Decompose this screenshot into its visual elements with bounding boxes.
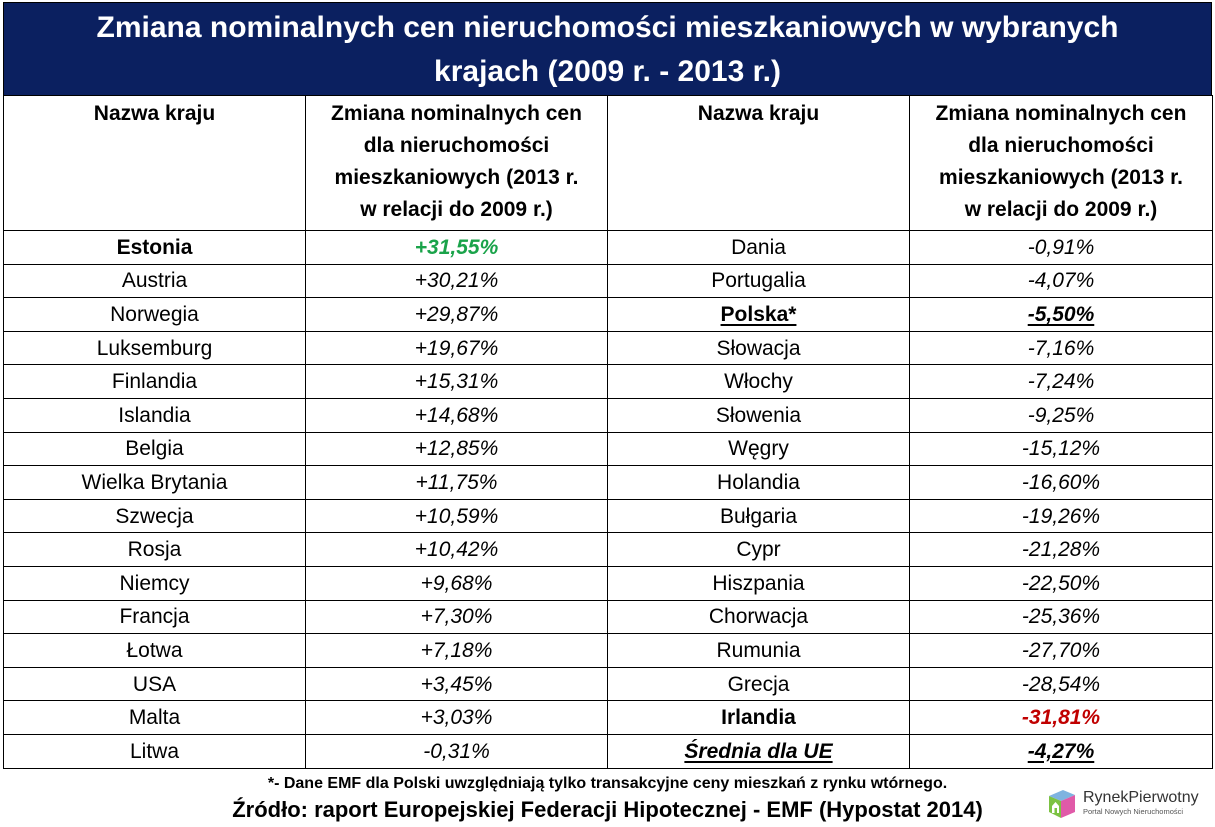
value-cell: +15,31% (305, 364, 608, 399)
value-cell: -15,12% (909, 431, 1213, 467)
source-note: Źródło: raport Europejskiej Federacji Hi… (232, 797, 983, 822)
table-row: Francja +7,30% Chorwacja -25,36% (3, 599, 1213, 635)
value-cell: -7,16% (909, 330, 1213, 366)
country-cell: Austria (3, 263, 306, 299)
country-cell: Malta (3, 700, 306, 735)
header-country-left: Nazwa kraju (3, 95, 306, 231)
country-cell: Litwa (3, 733, 306, 769)
table-row: Łotwa +7,18% Rumunia -27,70% (3, 633, 1213, 668)
value-cell: +30,21% (305, 263, 608, 299)
table-row: Szwecja +10,59% Bułgaria -19,26% (3, 498, 1213, 534)
country-cell: Węgry (607, 431, 910, 467)
table-row: Estonia +31,55% Dania -0,91% (3, 230, 1213, 265)
value-cell: +19,67% (305, 330, 608, 366)
header-row: Nazwa kraju Zmiana nominalnych cen dla n… (3, 95, 1213, 231)
country-cell: Francja (3, 599, 306, 635)
value-cell: -4,07% (909, 263, 1213, 299)
country-cell: Holandia (607, 465, 910, 500)
country-cell: Chorwacja (607, 599, 910, 635)
country-cell-poland: Polska* (607, 297, 910, 332)
value-cell: +12,85% (305, 431, 608, 467)
value-cell: -25,36% (909, 599, 1213, 635)
country-cell: Rosja (3, 532, 306, 567)
country-cell: Włochy (607, 364, 910, 399)
country-cell: Islandia (3, 397, 306, 433)
country-cell: Szwecja (3, 498, 306, 534)
value-cell: -21,28% (909, 532, 1213, 567)
price-change-table: Nazwa kraju Zmiana nominalnych cen dla n… (3, 95, 1213, 769)
table-row: Belgia +12,85% Węgry -15,12% (3, 431, 1213, 467)
value-cell: +29,87% (305, 297, 608, 332)
footnote: *- Dane EMF dla Polski uwzględniają tylk… (267, 775, 948, 792)
table-row: Norwegia +29,87% Polska* -5,50% (3, 297, 1213, 332)
page-title: Zmiana nominalnych cen nieruchomości mie… (3, 2, 1212, 96)
value-cell: -0,31% (305, 733, 608, 769)
country-cell: Dania (607, 230, 910, 265)
table-row: Austria +30,21% Portugalia -4,07% (3, 263, 1213, 299)
value-cell: +7,18% (305, 633, 608, 668)
table-row: Wielka Brytania +11,75% Holandia -16,60% (3, 465, 1213, 500)
country-cell: Grecja (607, 666, 910, 702)
value-cell: -28,54% (909, 666, 1213, 702)
house-cube-icon (1049, 790, 1075, 818)
header-change-right: Zmiana nominalnych cen dla nieruchomości… (909, 95, 1213, 231)
table-row: Islandia +14,68% Słowenia -9,25% (3, 397, 1213, 433)
table-row: Rosja +10,42% Cypr -21,28% (3, 532, 1213, 567)
country-cell: Hiszpania (607, 565, 910, 601)
value-cell-poland: -5,50% (909, 297, 1213, 332)
country-cell: Cypr (607, 532, 910, 567)
title-line-1: Zmiana nominalnych cen nieruchomości mie… (96, 11, 1119, 44)
table-row: Finlandia +15,31% Włochy -7,24% (3, 364, 1213, 399)
header-change-left: Zmiana nominalnych cen dla nieruchomości… (305, 95, 608, 231)
country-cell-eu-average: Średnia dla UE (607, 733, 910, 769)
table-row: Luksemburg +19,67% Słowacja -7,16% (3, 330, 1213, 366)
country-cell: Estonia (3, 230, 306, 265)
title-line-2: krajach (2009 r. - 2013 r.) (434, 55, 781, 88)
value-cell: -9,25% (909, 397, 1213, 433)
country-cell: Norwegia (3, 297, 306, 332)
value-cell: +9,68% (305, 565, 608, 601)
value-cell-lowest: -31,81% (909, 700, 1213, 735)
table-row: Malta +3,03% Irlandia -31,81% (3, 700, 1213, 735)
value-cell: -27,70% (909, 633, 1213, 668)
value-cell: +3,45% (305, 666, 608, 702)
value-cell: -19,26% (909, 498, 1213, 534)
country-cell: Słowacja (607, 330, 910, 366)
country-cell: Luksemburg (3, 330, 306, 366)
table-row: Litwa -0,31% Średnia dla UE -4,27% (3, 733, 1213, 769)
value-cell: +11,75% (305, 465, 608, 500)
country-cell: Belgia (3, 431, 306, 467)
value-cell: +14,68% (305, 397, 608, 433)
value-cell: -22,50% (909, 565, 1213, 601)
country-cell: Łotwa (3, 633, 306, 668)
table-row: USA +3,45% Grecja -28,54% (3, 666, 1213, 702)
country-cell: Bułgaria (607, 498, 910, 534)
value-cell: -0,91% (909, 230, 1213, 265)
country-cell: Wielka Brytania (3, 465, 306, 500)
header-country-right: Nazwa kraju (607, 95, 910, 231)
value-cell: +3,03% (305, 700, 608, 735)
country-cell: Irlandia (607, 700, 910, 735)
country-cell: USA (3, 666, 306, 702)
value-cell: -16,60% (909, 465, 1213, 500)
value-cell: +10,42% (305, 532, 608, 567)
value-cell: +7,30% (305, 599, 608, 635)
country-cell: Portugalia (607, 263, 910, 299)
country-cell: Finlandia (3, 364, 306, 399)
rynekpierwotny-logo: RynekPierwotny Portal Nowych Nieruchomoś… (1045, 783, 1213, 823)
value-cell-highest: +31,55% (305, 230, 608, 265)
value-cell-eu-average: -4,27% (909, 733, 1213, 769)
value-cell: +10,59% (305, 498, 608, 534)
country-cell: Rumunia (607, 633, 910, 668)
value-cell: -7,24% (909, 364, 1213, 399)
country-cell: Niemcy (3, 565, 306, 601)
table-row: Niemcy +9,68% Hiszpania -22,50% (3, 565, 1213, 601)
country-cell: Słowenia (607, 397, 910, 433)
